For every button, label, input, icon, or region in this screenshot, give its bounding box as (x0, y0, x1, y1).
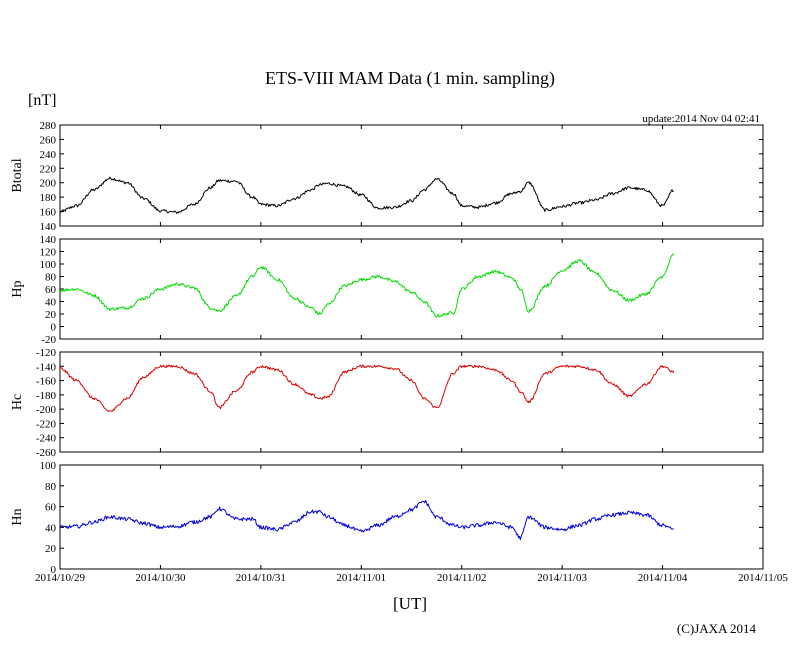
y-tick-label: 140 (40, 221, 57, 233)
chart-title: ETS-VIII MAM Data (1 min. sampling) (265, 68, 555, 89)
panel-frame (59, 464, 764, 570)
y-tick-label: 220 (40, 163, 57, 175)
panel-hn: 0 20 40 60 80 100 Hn (10, 460, 764, 576)
y-tick-label: -240 (36, 433, 57, 445)
y-tick-label: -180 (36, 390, 57, 402)
y-tick-label: 200 (40, 178, 57, 190)
update-timestamp: update:2014 Nov 04 02:41 (642, 113, 760, 125)
y-tick-label: 40 (45, 297, 57, 309)
x-tick-label: 2014/11/03 (537, 572, 587, 584)
y-tick-label: 80 (45, 272, 57, 284)
x-axis-label: [UT] (393, 594, 427, 613)
y-tick-label: 140 (40, 234, 57, 246)
y-tick-label: 60 (45, 502, 57, 514)
x-tick-label: 2014/11/02 (437, 572, 487, 584)
y-tick-label: 40 (45, 522, 57, 534)
y-tick-label: 100 (40, 460, 57, 472)
y-axis-label-hp: Hp (10, 280, 25, 297)
panels: 140160180200220240260280Btotal-200204060… (10, 120, 764, 576)
x-tick-label: 2014/10/30 (135, 572, 186, 584)
series-line-hn (59, 499, 674, 541)
y-tick-label: 120 (40, 247, 57, 259)
y-tick-label: -200 (36, 404, 57, 416)
x-tick-label: 2014/11/05 (738, 572, 788, 584)
panel-frame (59, 238, 764, 340)
x-tick-label: 2014/10/31 (236, 572, 286, 584)
y-unit-label: [nT] (28, 92, 56, 109)
panel-frame (59, 124, 764, 227)
series-line-hc (59, 364, 675, 412)
x-tick-label: 2014/11/01 (336, 572, 386, 584)
panel-frame (59, 351, 764, 453)
series-line-hp (60, 253, 675, 318)
y-axis-label-hn: Hn (10, 508, 25, 525)
y-tick-label: 240 (40, 149, 57, 161)
y-tick-label: 180 (40, 192, 57, 204)
y-axis-label-hc: Hc (10, 394, 25, 410)
y-tick-label: -160 (36, 376, 57, 388)
y-tick-label: 0 (51, 564, 57, 576)
y-tick-label: 280 (40, 120, 57, 132)
series-line-btotal (59, 176, 674, 214)
panel-btotal: 140 160 180 200 220 240 260 280 Btotal (10, 120, 764, 233)
y-tick-label: 160 (40, 207, 57, 219)
y-tick-label: 80 (45, 481, 57, 493)
panel-hc: -260 -240 -220 -200 -180 -160 -140 -120 Hc (10, 347, 764, 459)
y-tick-label: 20 (45, 309, 57, 321)
y-axis-label-btotal: Btotal (10, 158, 25, 192)
y-tick-label: -20 (41, 334, 56, 346)
y-tick-label: 60 (45, 284, 57, 296)
y-tick-label: 20 (45, 543, 57, 555)
y-tick-label: 100 (40, 259, 57, 271)
y-tick-label: -220 (36, 418, 57, 430)
x-tick-label: 2014/11/04 (638, 572, 688, 584)
y-tick-label: 0 (51, 322, 57, 334)
copyright: (C)JAXA 2014 (677, 621, 757, 636)
y-tick-label: -260 (36, 447, 57, 459)
x-tick-label: 2014/10/29 (35, 572, 86, 584)
x-tick-labels: 2014/10/29 2014/10/30 2014/10/31 2014/11/01… (35, 572, 788, 584)
y-tick-label: 260 (40, 134, 57, 146)
y-tick-label: -140 (36, 361, 57, 373)
y-tick-label: -120 (36, 347, 57, 359)
